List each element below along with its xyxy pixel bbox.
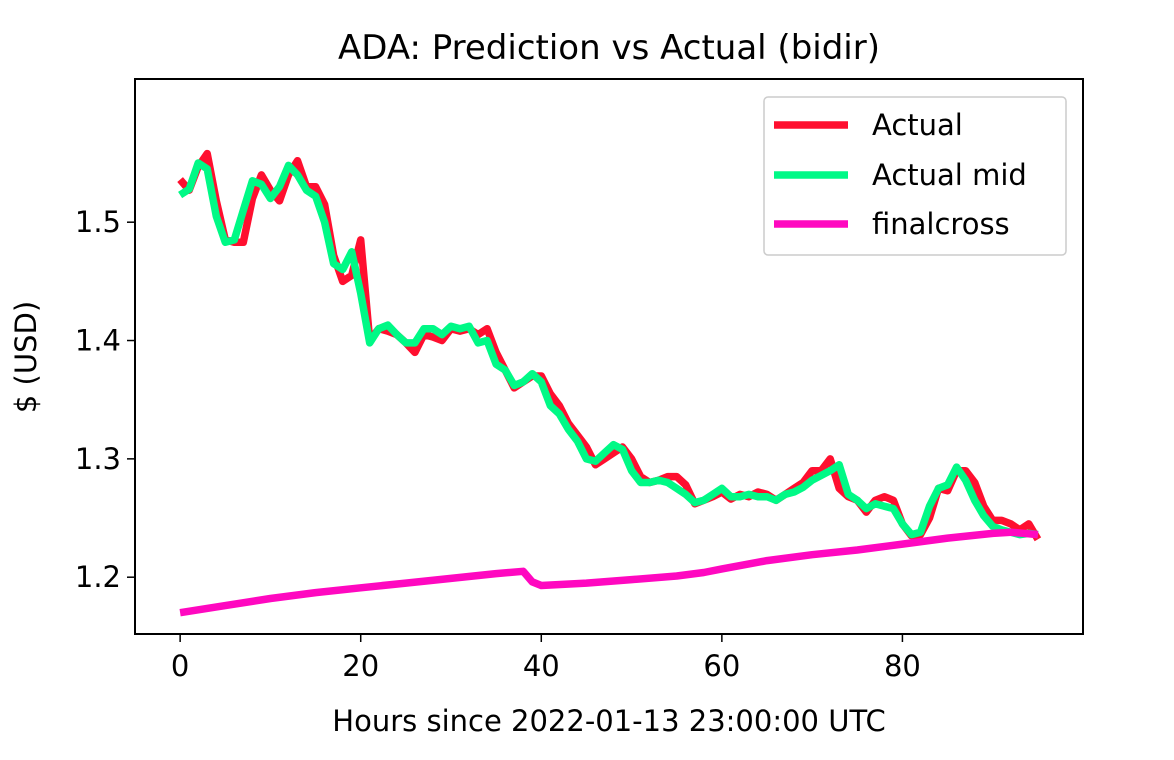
- chart-title: ADA: Prediction vs Actual (bidir): [338, 28, 880, 68]
- legend-label-actual-mid: Actual mid: [872, 158, 1027, 192]
- series-layer: [177, 149, 1042, 617]
- y-axis-label: $ (USD): [9, 301, 43, 413]
- series-line-actual: [177, 149, 1042, 542]
- legend-label-actual: Actual: [872, 108, 963, 142]
- series-line-finalcross: [179, 528, 1039, 617]
- y-tick-label: 1.5: [75, 205, 121, 239]
- plot-frame: [134, 78, 1084, 635]
- x-tick-label: 0: [171, 649, 189, 683]
- y-tick-label: 1.4: [75, 324, 121, 358]
- x-tick-label: 40: [523, 649, 560, 683]
- legend: Actual Actual mid finalcross: [763, 96, 1067, 256]
- x-axis-label: Hours since 2022-01-13 23:00:00 UTC: [332, 704, 885, 738]
- legend-label-finalcross: finalcross: [872, 207, 1010, 241]
- legend-box: [763, 96, 1067, 256]
- plot-area: [134, 78, 1084, 635]
- x-axis: 0 20 40 60 80: [171, 634, 921, 683]
- x-tick-label: 80: [884, 649, 921, 683]
- x-tick-label: 20: [342, 649, 379, 683]
- y-tick-label: 1.2: [75, 560, 121, 594]
- y-axis: 1.2 1.3 1.4 1.5: [75, 205, 135, 594]
- series-line-actual-mid: [178, 159, 1039, 539]
- y-tick-label: 1.3: [75, 442, 121, 476]
- x-tick-label: 60: [703, 649, 740, 683]
